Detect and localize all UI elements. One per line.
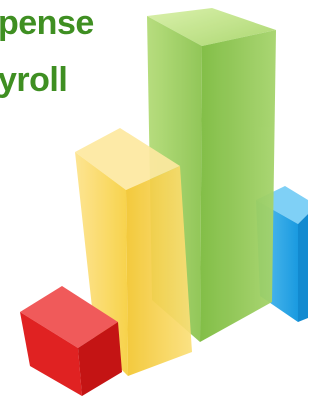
heading-line: pense: [0, 6, 94, 40]
illustration: pense yroll: [0, 0, 308, 409]
heading-line: yroll: [0, 63, 67, 97]
